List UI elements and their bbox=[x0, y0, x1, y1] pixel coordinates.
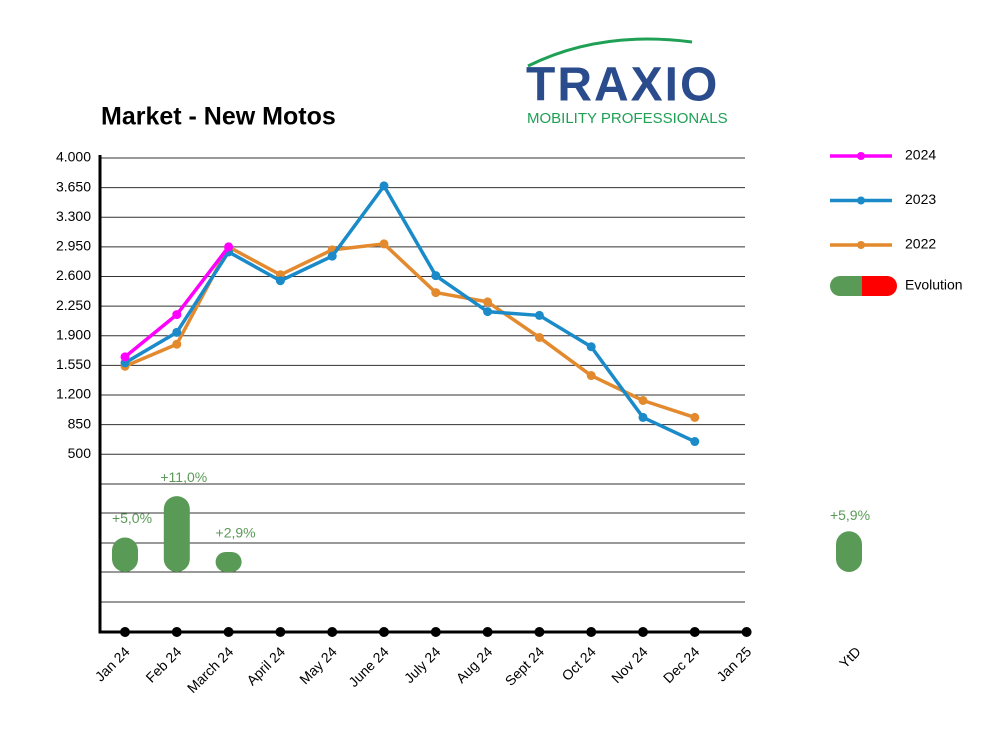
x-tick-dot bbox=[482, 627, 493, 637]
x-tick-dot bbox=[223, 627, 234, 637]
y-tick-label: 3.650 bbox=[56, 178, 91, 194]
evolution-bar bbox=[112, 537, 138, 572]
x-tick-label: June 24 bbox=[345, 643, 392, 690]
legend-dot bbox=[857, 241, 865, 249]
evolution-bar bbox=[163, 496, 190, 572]
y-tick-label: 2.250 bbox=[56, 297, 91, 313]
legend-label: 2023 bbox=[905, 191, 936, 207]
series-point bbox=[327, 251, 337, 261]
legend-dot bbox=[857, 152, 865, 160]
y-tick-label: 2.950 bbox=[56, 238, 91, 254]
series-point bbox=[638, 412, 648, 422]
series-point bbox=[534, 310, 544, 320]
x-tick-label: Aug 24 bbox=[453, 643, 496, 686]
y-tick-label: 500 bbox=[68, 445, 92, 461]
series-point bbox=[586, 371, 596, 381]
series-point bbox=[431, 288, 441, 298]
evolution-label: +11,0% bbox=[160, 469, 207, 485]
series-point bbox=[172, 310, 182, 320]
series-point bbox=[379, 181, 389, 191]
y-tick-label: 2.600 bbox=[56, 267, 91, 283]
legend-label: 2022 bbox=[905, 236, 936, 252]
series-point bbox=[586, 342, 596, 352]
x-tick-label: Dec 24 bbox=[660, 643, 703, 686]
x-tick-dot bbox=[586, 627, 597, 637]
ytd-label: YtD bbox=[836, 643, 864, 671]
x-tick-label: March 24 bbox=[184, 643, 237, 696]
x-tick-label: May 24 bbox=[296, 643, 340, 687]
legend-evolution-red-join bbox=[862, 276, 874, 296]
x-tick-dot bbox=[327, 627, 338, 637]
series-point bbox=[120, 352, 130, 362]
legend-label: Evolution bbox=[905, 277, 963, 293]
x-tick-label: Jan 25 bbox=[713, 643, 754, 684]
series-point bbox=[379, 239, 389, 249]
evolution-bar bbox=[836, 531, 862, 572]
logo-swoosh bbox=[527, 37, 693, 68]
x-tick-label: April 24 bbox=[243, 643, 288, 688]
x-tick-label: Oct 24 bbox=[558, 643, 599, 684]
x-tick-dot bbox=[430, 627, 441, 637]
series-point bbox=[483, 307, 493, 317]
logo-tagline: MOBILITY PROFESSIONALS bbox=[527, 110, 728, 127]
ytd-value-label: +5,9% bbox=[830, 507, 870, 523]
logo-name: TRAXIO bbox=[526, 59, 719, 112]
series-line bbox=[124, 184, 696, 444]
x-tick-label: July 24 bbox=[401, 643, 444, 686]
x-tick-label: Nov 24 bbox=[608, 643, 651, 686]
chart-title: Market - New Motos bbox=[101, 103, 336, 131]
y-tick-label: 4.000 bbox=[56, 149, 91, 165]
x-tick-dot bbox=[275, 627, 286, 637]
lower-grid bbox=[100, 483, 745, 603]
series-point bbox=[690, 412, 700, 422]
x-tick-dot bbox=[171, 627, 182, 637]
series-point bbox=[172, 327, 182, 337]
x-tick-label: Sept 24 bbox=[502, 643, 548, 689]
series-point bbox=[690, 437, 700, 447]
x-tick-dot bbox=[379, 627, 389, 637]
evolution-bar bbox=[215, 551, 242, 572]
y-tick-label: 850 bbox=[68, 415, 92, 431]
series-point bbox=[224, 242, 234, 252]
x-tick-dot bbox=[534, 627, 545, 637]
evolution-label: +5,0% bbox=[112, 510, 152, 526]
x-tick-dot bbox=[689, 627, 700, 637]
legend-label: 2024 bbox=[905, 147, 936, 163]
legend-dot bbox=[857, 196, 865, 205]
series-point bbox=[275, 276, 285, 286]
series-point bbox=[483, 297, 493, 307]
x-tick-dot bbox=[120, 627, 130, 637]
series-point bbox=[534, 332, 544, 342]
y-tick-label: 3.300 bbox=[56, 208, 91, 224]
x-tick-label: Jan 24 bbox=[92, 643, 133, 684]
series-point bbox=[431, 271, 441, 281]
evolution-label: +2,9% bbox=[216, 525, 256, 541]
y-tick-label: 1.900 bbox=[56, 326, 91, 342]
x-tick-label: Feb 24 bbox=[142, 643, 184, 685]
y-tick-label: 1.550 bbox=[56, 356, 91, 372]
series-point bbox=[172, 339, 182, 349]
x-tick-dot bbox=[638, 627, 648, 637]
series-point bbox=[638, 396, 648, 406]
y-tick-label: 1.200 bbox=[56, 386, 91, 402]
x-tick-dot bbox=[741, 627, 752, 637]
